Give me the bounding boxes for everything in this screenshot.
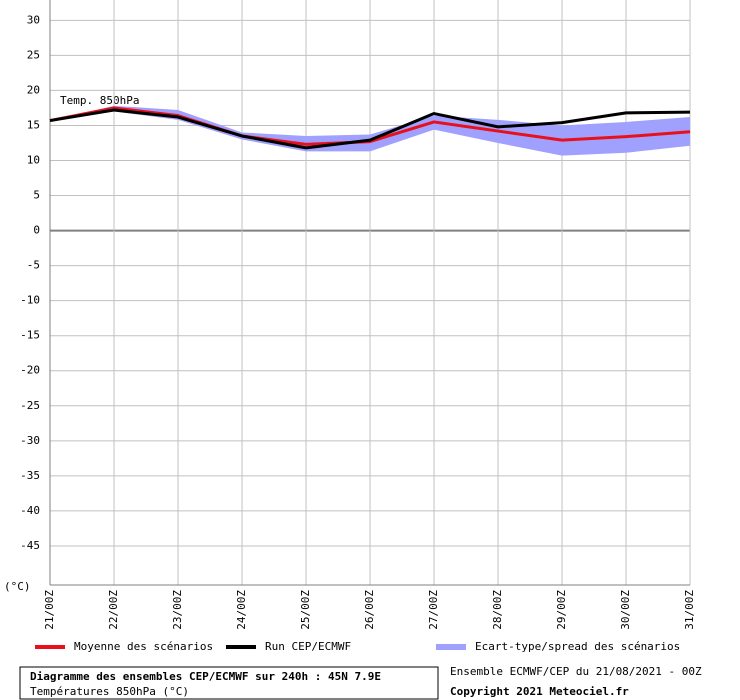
y-tick-label: 30 bbox=[27, 13, 40, 26]
x-tick-label: 28/00Z bbox=[491, 590, 504, 630]
footer-run: Ensemble ECMWF/CEP du 21/08/2021 - 00Z bbox=[450, 665, 702, 678]
y-tick-label: 10 bbox=[27, 153, 40, 166]
footer-box bbox=[19, 666, 439, 700]
x-tick-label: 22/00Z bbox=[107, 590, 120, 630]
y-tick-label: 20 bbox=[27, 83, 40, 96]
y-tick-label: -30 bbox=[20, 434, 40, 447]
annotation: Temp. 850hPa bbox=[60, 94, 139, 107]
x-tick-label: 24/00Z bbox=[235, 590, 248, 630]
footer-copyright: Copyright 2021 Meteociel.fr bbox=[450, 685, 629, 698]
x-tick-label: 31/00Z bbox=[683, 590, 696, 630]
y-tick-label: -20 bbox=[20, 364, 40, 377]
footer-subtitle: Températures 850hPa (°C) bbox=[30, 685, 189, 698]
y-tick-label: -5 bbox=[27, 259, 40, 272]
x-tick-label: 25/00Z bbox=[299, 590, 312, 630]
y-tick-label: -15 bbox=[20, 329, 40, 342]
y-tick-label: -45 bbox=[20, 539, 40, 552]
legend-label: Run CEP/ECMWF bbox=[265, 640, 351, 653]
x-tick-label: 27/00Z bbox=[427, 590, 440, 630]
x-tick-label: 26/00Z bbox=[363, 590, 376, 630]
legend-label: Ecart-type/spread des scénarios bbox=[475, 640, 680, 653]
x-tick-label: 23/00Z bbox=[171, 590, 184, 630]
y-tick-label: 0 bbox=[33, 224, 40, 237]
y-tick-label: 25 bbox=[27, 48, 40, 61]
x-tick-label: 30/00Z bbox=[619, 590, 632, 630]
legend-label: Moyenne des scénarios bbox=[74, 640, 213, 653]
footer-title: Diagramme des ensembles CEP/ECMWF sur 24… bbox=[30, 670, 381, 683]
x-tick-label: 29/00Z bbox=[555, 590, 568, 630]
y-axis-label: (°C) bbox=[4, 580, 31, 593]
x-tick-label: 21/00Z bbox=[43, 590, 56, 630]
y-tick-label: 5 bbox=[33, 189, 40, 202]
series-line bbox=[49, 108, 691, 150]
spread-band bbox=[50, 105, 690, 156]
y-tick-label: -40 bbox=[20, 504, 40, 517]
y-tick-label: -10 bbox=[20, 294, 40, 307]
y-tick-label: -25 bbox=[20, 399, 40, 412]
y-tick-label: 15 bbox=[27, 118, 40, 131]
y-tick-label: -35 bbox=[20, 469, 40, 482]
